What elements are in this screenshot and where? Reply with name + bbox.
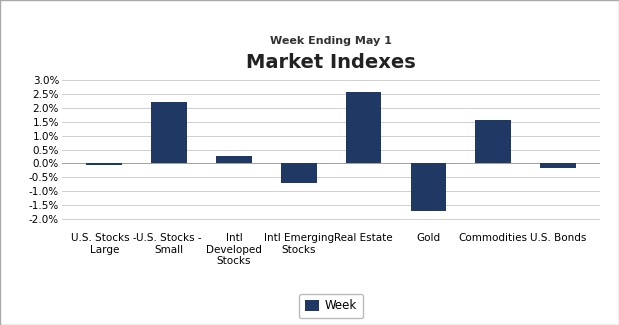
Bar: [410, 163, 446, 211]
Title: Market Indexes: Market Indexes: [246, 53, 416, 72]
Bar: [216, 156, 252, 163]
Bar: [281, 163, 316, 183]
Bar: [346, 92, 381, 163]
Bar: [151, 102, 187, 163]
Bar: [87, 163, 122, 165]
Bar: [540, 163, 576, 168]
Bar: [475, 120, 511, 163]
Text: Week Ending May 1: Week Ending May 1: [271, 36, 392, 46]
Legend: Week: Week: [299, 293, 363, 318]
